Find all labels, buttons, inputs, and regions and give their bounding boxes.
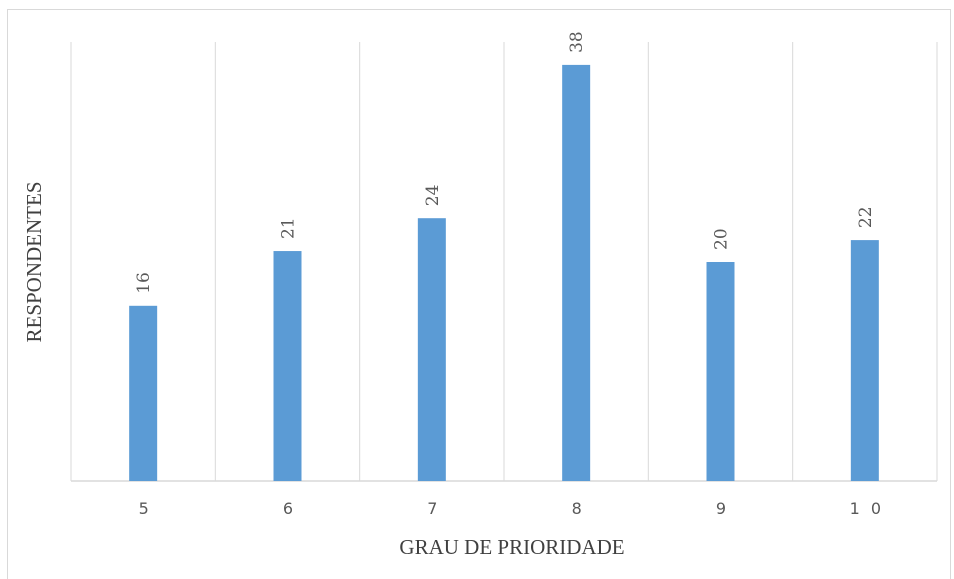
data-label-6: 21: [279, 217, 299, 239]
data-label-5: 16: [134, 272, 154, 294]
data-label-9: 20: [712, 228, 732, 250]
chart-frame: [7, 9, 951, 579]
gridlines: [70, 42, 938, 481]
x-tick-8: 8: [572, 499, 585, 518]
bar-5: [129, 305, 158, 481]
x-tick-labels: 5 6 7 8 9 1 0: [139, 499, 884, 518]
x-axis-title: GRAU DE PRIORIDADE: [399, 535, 624, 559]
bar-9: [706, 262, 735, 481]
bar-7: [417, 218, 446, 481]
bar-8: [562, 64, 591, 482]
x-tick-5: 5: [139, 499, 152, 518]
data-label-8: 38: [567, 31, 587, 53]
x-tick-10: 1 0: [850, 499, 884, 518]
bars: [129, 64, 879, 482]
y-axis-title: RESPONDENTES: [22, 181, 46, 342]
data-label-10: 22: [856, 206, 876, 228]
data-label-7: 24: [423, 185, 443, 207]
data-labels: 16 21 24 38 20 22: [134, 31, 876, 294]
x-tick-9: 9: [716, 499, 729, 518]
bar-6: [273, 251, 302, 481]
bar-10: [850, 240, 879, 481]
x-tick-6: 6: [283, 499, 296, 518]
x-tick-7: 7: [427, 499, 440, 518]
